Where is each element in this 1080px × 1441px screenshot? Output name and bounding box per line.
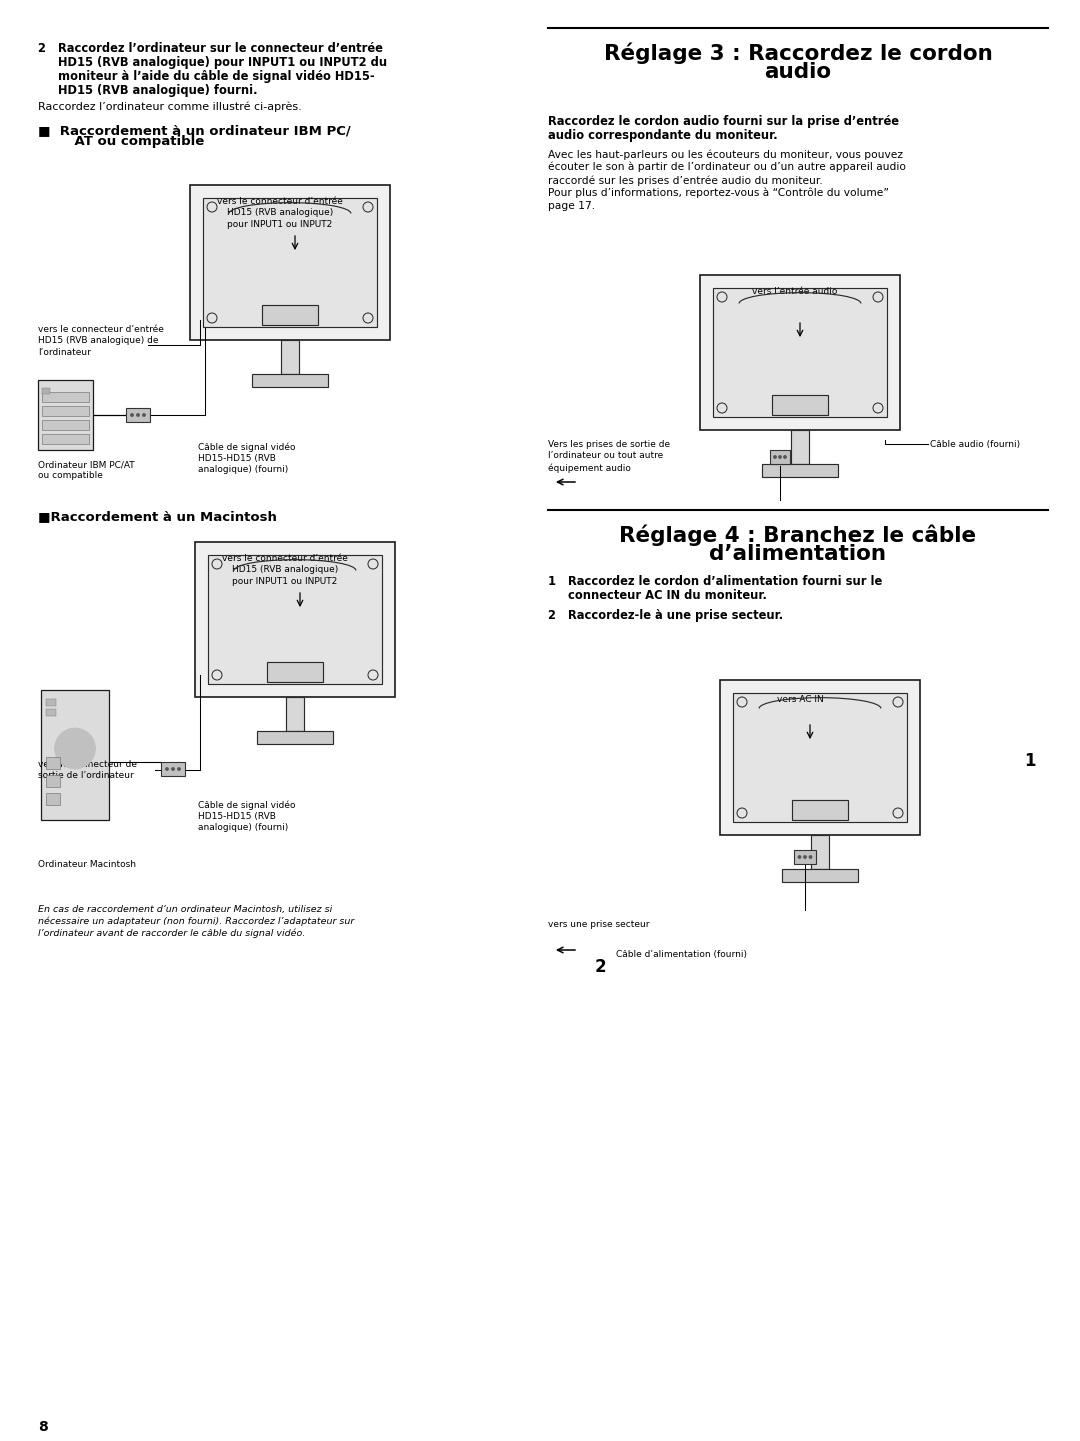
Circle shape xyxy=(178,768,180,769)
Text: vers l’entrée audio: vers l’entrée audio xyxy=(753,287,838,295)
Circle shape xyxy=(166,768,168,769)
Text: 2   Raccordez l’ordinateur sur le connecteur d’entrée: 2 Raccordez l’ordinateur sur le connecte… xyxy=(38,42,383,55)
Bar xyxy=(46,793,60,806)
Bar xyxy=(41,690,109,820)
Text: écouter le son à partir de l’ordinateur ou d’un autre appareil audio: écouter le son à partir de l’ordinateur … xyxy=(548,161,906,173)
Bar xyxy=(41,434,89,444)
Bar xyxy=(46,775,60,787)
Bar xyxy=(262,305,318,326)
Text: Pour plus d’informations, reportez-vous à “Contrôle du volume”: Pour plus d’informations, reportez-vous … xyxy=(548,187,889,199)
Text: Câble de signal vidéo
HD15-HD15 (RVB
analogique) (fourni): Câble de signal vidéo HD15-HD15 (RVB ana… xyxy=(198,442,296,474)
Text: l’ordinateur avant de raccorder le câble du signal vidéo.: l’ordinateur avant de raccorder le câble… xyxy=(38,929,306,938)
Text: vers le connecteur d’entrée
HD15 (RVB analogique) de
l’ordinateur: vers le connecteur d’entrée HD15 (RVB an… xyxy=(38,326,164,357)
Bar xyxy=(46,699,56,706)
Bar xyxy=(782,869,858,882)
Text: Vers les prises de sortie de
l’ordinateur ou tout autre
équipement audio: Vers les prises de sortie de l’ordinateu… xyxy=(548,440,670,473)
Bar xyxy=(41,419,89,429)
Text: HD15 (RVB analogique) pour INPUT1 ou INPUT2 du: HD15 (RVB analogique) pour INPUT1 ou INP… xyxy=(38,56,387,69)
Bar xyxy=(195,542,395,697)
Bar xyxy=(770,450,789,464)
Text: ■  Raccordement à un ordinateur IBM PC/: ■ Raccordement à un ordinateur IBM PC/ xyxy=(38,124,351,137)
Bar xyxy=(46,709,56,716)
Circle shape xyxy=(172,768,174,769)
Text: Réglage 4 : Branchez le câble: Réglage 4 : Branchez le câble xyxy=(620,525,976,546)
Bar xyxy=(713,288,887,416)
Text: audio correspondante du moniteur.: audio correspondante du moniteur. xyxy=(548,130,778,143)
Text: En cas de raccordement d’un ordinateur Macintosh, utilisez si: En cas de raccordement d’un ordinateur M… xyxy=(38,905,333,914)
Text: Câble de signal vidéo
HD15-HD15 (RVB
analogique) (fourni): Câble de signal vidéo HD15-HD15 (RVB ana… xyxy=(198,800,296,833)
Text: Ordinateur IBM PC/AT
ou compatible: Ordinateur IBM PC/AT ou compatible xyxy=(38,460,135,480)
Circle shape xyxy=(779,455,781,458)
Text: Ordinateur Macintosh: Ordinateur Macintosh xyxy=(38,860,136,869)
Bar xyxy=(41,392,89,402)
Bar xyxy=(203,197,377,327)
Circle shape xyxy=(55,728,95,769)
Circle shape xyxy=(137,414,139,416)
Text: HD15 (RVB analogique) fourni.: HD15 (RVB analogique) fourni. xyxy=(38,84,257,97)
Text: vers une prise secteur: vers une prise secteur xyxy=(548,919,649,929)
Bar xyxy=(791,429,809,464)
Text: Câble d’alimentation (fourni): Câble d’alimentation (fourni) xyxy=(616,950,747,960)
Circle shape xyxy=(131,414,133,416)
Bar xyxy=(267,661,323,682)
Text: 8: 8 xyxy=(38,1419,48,1434)
Text: AT ou compatible: AT ou compatible xyxy=(56,135,204,148)
Circle shape xyxy=(809,856,812,859)
Circle shape xyxy=(773,455,777,458)
Bar xyxy=(252,375,328,386)
Circle shape xyxy=(804,856,806,859)
Bar xyxy=(762,464,838,477)
Bar xyxy=(46,757,60,769)
Bar xyxy=(38,380,93,450)
Text: audio: audio xyxy=(765,62,832,82)
Text: 1: 1 xyxy=(1024,752,1036,769)
Bar xyxy=(257,731,333,744)
Bar xyxy=(794,850,816,865)
Text: Avec les haut-parleurs ou les écouteurs du moniteur, vous pouvez: Avec les haut-parleurs ou les écouteurs … xyxy=(548,148,903,160)
Text: 1   Raccordez le cordon d’alimentation fourni sur le: 1 Raccordez le cordon d’alimentation fou… xyxy=(548,575,882,588)
Bar xyxy=(733,693,907,821)
Text: Raccordez le cordon audio fourni sur la prise d’entrée: Raccordez le cordon audio fourni sur la … xyxy=(548,115,899,128)
Text: nécessaire un adaptateur (non fourni). Raccordez l’adaptateur sur: nécessaire un adaptateur (non fourni). R… xyxy=(38,916,354,927)
Circle shape xyxy=(798,856,800,859)
Bar xyxy=(700,275,900,429)
Circle shape xyxy=(143,414,145,416)
Bar xyxy=(41,388,50,393)
Text: vers AC IN: vers AC IN xyxy=(777,695,823,705)
Bar xyxy=(720,680,920,834)
Text: connecteur AC IN du moniteur.: connecteur AC IN du moniteur. xyxy=(548,589,767,602)
Bar xyxy=(281,340,299,375)
Bar xyxy=(190,184,390,340)
Text: Raccordez l’ordinateur comme illustré ci-après.: Raccordez l’ordinateur comme illustré ci… xyxy=(38,102,301,112)
Bar xyxy=(811,834,829,869)
Bar xyxy=(208,555,382,684)
Text: ■Raccordement à un Macintosh: ■Raccordement à un Macintosh xyxy=(38,510,276,523)
Bar xyxy=(126,408,150,422)
Text: Câble audio (fourni): Câble audio (fourni) xyxy=(930,440,1021,450)
Text: page 17.: page 17. xyxy=(548,200,595,210)
Bar xyxy=(161,762,185,777)
Text: 2   Raccordez-le à une prise secteur.: 2 Raccordez-le à une prise secteur. xyxy=(548,610,783,623)
Text: raccordé sur les prises d’entrée audio du moniteur.: raccordé sur les prises d’entrée audio d… xyxy=(548,174,823,186)
Text: d’alimentation: d’alimentation xyxy=(710,543,887,563)
Bar xyxy=(286,697,303,731)
Bar xyxy=(772,395,828,415)
Text: vers le connecteur de
sortie de l’ordinateur: vers le connecteur de sortie de l’ordina… xyxy=(38,759,137,781)
Text: vers le connecteur d’entrée
HD15 (RVB analogique)
pour INPUT1 ou INPUT2: vers le connecteur d’entrée HD15 (RVB an… xyxy=(217,197,343,229)
Text: vers le connecteur d’entrée
HD15 (RVB analogique)
pour INPUT1 ou INPUT2: vers le connecteur d’entrée HD15 (RVB an… xyxy=(222,553,348,586)
Text: Réglage 3 : Raccordez le cordon: Réglage 3 : Raccordez le cordon xyxy=(604,42,993,63)
Text: moniteur à l’aide du câble de signal vidéo HD15-: moniteur à l’aide du câble de signal vid… xyxy=(38,71,375,84)
Bar xyxy=(41,406,89,416)
Text: 2: 2 xyxy=(594,958,606,976)
Bar xyxy=(792,800,848,820)
Circle shape xyxy=(784,455,786,458)
